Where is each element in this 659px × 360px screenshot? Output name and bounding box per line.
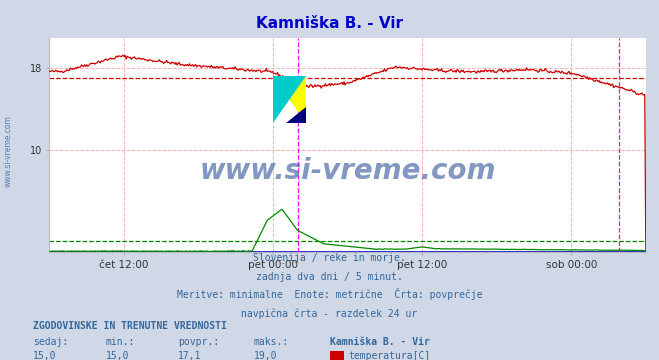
Text: www.si-vreme.com: www.si-vreme.com <box>3 115 13 187</box>
Text: ZGODOVINSKE IN TRENUTNE VREDNOSTI: ZGODOVINSKE IN TRENUTNE VREDNOSTI <box>33 321 227 332</box>
Polygon shape <box>286 107 306 123</box>
Polygon shape <box>273 76 306 123</box>
Text: 15,0: 15,0 <box>105 351 129 360</box>
Text: 19,0: 19,0 <box>254 351 277 360</box>
Text: Kamniška B. - Vir: Kamniška B. - Vir <box>256 16 403 31</box>
Polygon shape <box>273 76 306 123</box>
Text: zadnja dva dni / 5 minut.: zadnja dva dni / 5 minut. <box>256 272 403 282</box>
Text: www.si-vreme.com: www.si-vreme.com <box>200 157 496 185</box>
Text: Slovenija / reke in morje.: Slovenija / reke in morje. <box>253 253 406 263</box>
Text: Kamniška B. - Vir: Kamniška B. - Vir <box>330 337 430 347</box>
Text: temperatura[C]: temperatura[C] <box>348 351 430 360</box>
Text: sedaj:: sedaj: <box>33 337 68 347</box>
Text: navpična črta - razdelek 24 ur: navpična črta - razdelek 24 ur <box>241 309 418 319</box>
Text: povpr.:: povpr.: <box>178 337 219 347</box>
Text: 17,1: 17,1 <box>178 351 202 360</box>
Text: 15,0: 15,0 <box>33 351 57 360</box>
Text: maks.:: maks.: <box>254 337 289 347</box>
Text: Meritve: minimalne  Enote: metrične  Črta: povprečje: Meritve: minimalne Enote: metrične Črta:… <box>177 288 482 301</box>
Text: min.:: min.: <box>105 337 135 347</box>
